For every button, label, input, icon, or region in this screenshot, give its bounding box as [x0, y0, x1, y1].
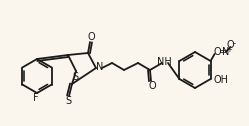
- Text: NH: NH: [157, 57, 171, 67]
- Text: OH: OH: [213, 75, 228, 85]
- Text: =: =: [218, 48, 225, 56]
- Text: O: O: [214, 47, 221, 57]
- Text: -: -: [233, 39, 236, 48]
- Text: O: O: [148, 81, 156, 91]
- Text: +: +: [227, 48, 233, 54]
- Text: N: N: [222, 47, 229, 57]
- Text: O: O: [87, 32, 95, 42]
- Text: O: O: [227, 40, 234, 50]
- Text: N: N: [96, 62, 104, 72]
- Text: S: S: [72, 72, 78, 82]
- Text: S: S: [65, 96, 71, 106]
- Text: F: F: [33, 93, 39, 103]
